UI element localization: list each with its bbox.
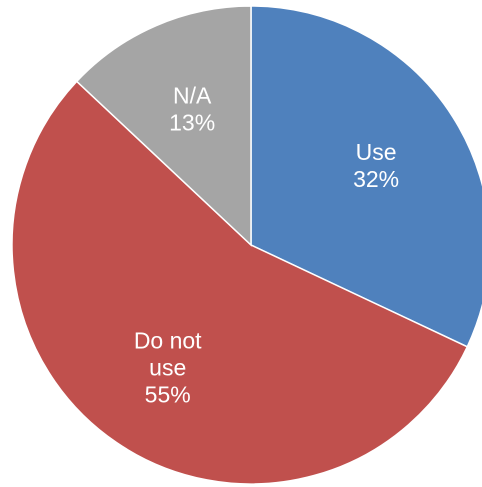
slice-category-do-not-use: use xyxy=(149,355,186,381)
slice-percent-n-a: 13% xyxy=(169,110,215,136)
slice-label-n-a: N/A 13% xyxy=(169,83,215,136)
slice-label-use: Use 32% xyxy=(353,139,399,192)
slice-category-use: Use xyxy=(356,139,397,165)
pie-slice-do-not-use xyxy=(11,80,469,485)
slice-category-n-a: N/A xyxy=(173,83,212,109)
slice-label-do-not-use: Do not use 55% xyxy=(134,328,202,408)
slice-percent-use: 32% xyxy=(353,166,399,192)
pie-slice-use xyxy=(250,5,482,348)
slice-category-do-not-use: Do not xyxy=(134,328,202,354)
pie-slice-n-a xyxy=(75,5,252,247)
pie-labels: Use 32% Do not use 55% N/A 13% xyxy=(134,83,399,408)
pie-slices xyxy=(11,5,482,485)
slice-percent-do-not-use: 55% xyxy=(145,382,191,408)
